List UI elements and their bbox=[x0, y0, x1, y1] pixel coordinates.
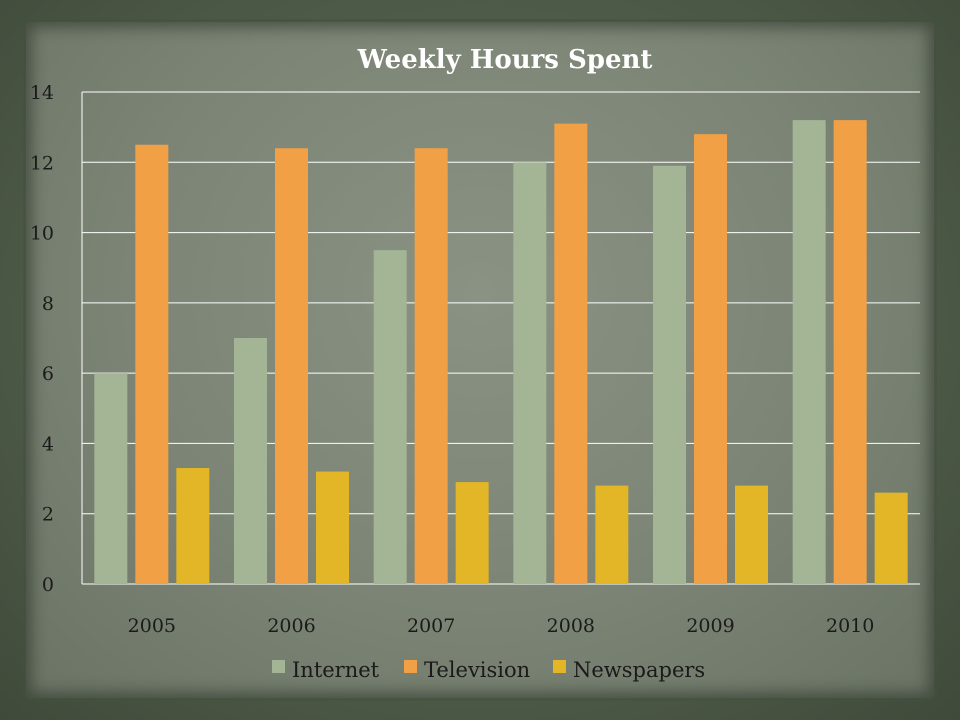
bar-newspapers-2010 bbox=[874, 492, 908, 584]
legend-swatch-television bbox=[404, 660, 417, 673]
y-tick-label: 8 bbox=[42, 293, 54, 315]
bar-internet-2005 bbox=[94, 373, 128, 584]
y-tick-label: 0 bbox=[42, 574, 54, 596]
bar-newspapers-2009 bbox=[735, 485, 768, 584]
y-tick-label: 14 bbox=[30, 82, 54, 104]
bar-television-2007 bbox=[414, 148, 448, 584]
bar-newspapers-2007 bbox=[455, 482, 489, 584]
bar-internet-2008 bbox=[513, 162, 547, 585]
chart-title: Weekly Hours Spent bbox=[357, 45, 653, 75]
x-tick-label: 2007 bbox=[407, 615, 455, 637]
bars bbox=[94, 120, 908, 585]
bar-television-2006 bbox=[275, 148, 308, 584]
y-tick-label: 12 bbox=[30, 152, 54, 174]
bar-internet-2006 bbox=[234, 338, 267, 584]
bar-television-2010 bbox=[833, 120, 867, 584]
x-tick-label: 2010 bbox=[826, 615, 874, 637]
legend-swatch-internet bbox=[272, 660, 285, 673]
legend-label-newspapers: Newspapers bbox=[573, 658, 705, 682]
y-tick-label: 2 bbox=[42, 504, 54, 526]
y-tick-label: 6 bbox=[42, 363, 54, 385]
bar-internet-2007 bbox=[373, 250, 407, 584]
legend: Internet Television Newspapers bbox=[272, 658, 705, 682]
bar-internet-2009 bbox=[653, 165, 686, 585]
legend-label-television: Television bbox=[424, 658, 530, 682]
x-tick-label: 2008 bbox=[547, 615, 595, 637]
gridlines bbox=[81, 91, 920, 585]
y-tick-label: 4 bbox=[42, 433, 54, 455]
legend-label-internet: Internet bbox=[292, 658, 380, 682]
chart-paper bbox=[26, 22, 934, 698]
x-tick-label: 2005 bbox=[128, 615, 176, 637]
bar-television-2008 bbox=[554, 123, 588, 584]
legend-swatch-newspapers bbox=[553, 660, 566, 673]
bar-newspapers-2006 bbox=[316, 471, 349, 584]
x-tick-label: 2009 bbox=[686, 615, 734, 637]
x-axis-ticks: 2005 2006 2007 2008 2009 2010 bbox=[128, 615, 875, 637]
bar-newspapers-2005 bbox=[176, 468, 210, 584]
bar-television-2005 bbox=[135, 144, 169, 584]
y-axis-ticks: 0 2 4 6 8 10 12 14 bbox=[30, 82, 54, 596]
bar-internet-2010 bbox=[792, 120, 826, 584]
bar-newspapers-2008 bbox=[595, 485, 629, 584]
bar-television-2009 bbox=[694, 134, 727, 584]
y-tick-label: 10 bbox=[30, 223, 54, 245]
x-tick-label: 2006 bbox=[267, 615, 315, 637]
